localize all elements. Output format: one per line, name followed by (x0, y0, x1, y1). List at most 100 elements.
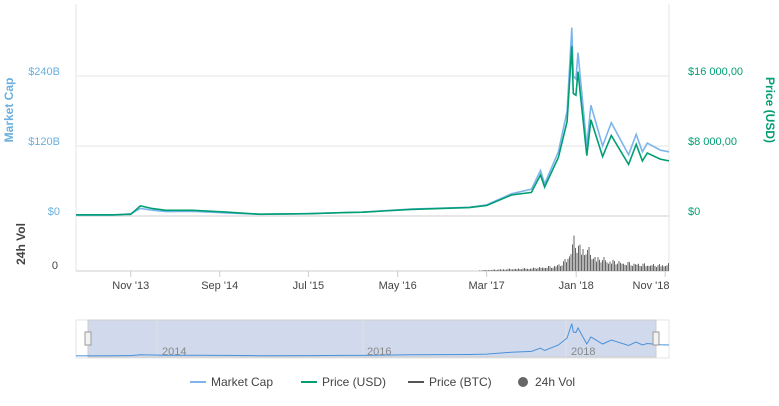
volume-bar (479, 271, 480, 272)
volume-bar (593, 259, 594, 271)
volume-bar (590, 255, 591, 271)
volume-bar (658, 265, 659, 271)
volume-bar (584, 255, 585, 271)
volume-bar (571, 254, 572, 271)
x-tick-label: Jul '15 (293, 280, 324, 292)
volume-bar (611, 264, 612, 271)
market-cap-tick-240b: $240B (28, 66, 60, 78)
x-tick-label: May '16 (379, 280, 417, 292)
volume-bar (554, 266, 555, 271)
volume-bar (565, 259, 566, 271)
volume-bar (502, 270, 503, 271)
volume-bar (512, 270, 513, 272)
volume-bar (551, 268, 552, 271)
volume-bar (632, 266, 633, 271)
navigator-label-2014: 2014 (162, 346, 186, 358)
legend-item-market-cap[interactable]: Market Cap (190, 375, 273, 389)
legend-item-price-btc[interactable]: Price (BTC) (408, 375, 492, 389)
volume-bar (604, 257, 605, 271)
volume-bar (484, 270, 485, 271)
volume-bar (533, 268, 534, 271)
volume-bar (668, 263, 669, 271)
market-cap-tick-0: $0 (48, 206, 60, 218)
x-tick-label: Jan '18 (559, 280, 594, 292)
navigator-handle-left[interactable] (85, 332, 91, 345)
volume-bar (620, 263, 621, 271)
volume-bar (499, 269, 500, 271)
volume-bar (608, 264, 609, 271)
volume-bar (646, 266, 647, 271)
volume-bar (650, 266, 651, 271)
volume-bar (532, 269, 533, 271)
volume-bar (667, 265, 668, 271)
navigator-handle-right[interactable] (653, 332, 659, 345)
volume-bar (659, 264, 660, 271)
volume-bar (637, 265, 638, 271)
volume-bar (649, 266, 650, 271)
volume-bar (547, 268, 548, 271)
volume-bar (490, 270, 491, 271)
volume-bar (548, 266, 549, 271)
volume-bar (581, 255, 582, 271)
volume-bar (589, 247, 590, 271)
legend: Market Cap Price (USD) Price (BTC) 24h V… (190, 375, 575, 389)
navigator-label-2016: 2016 (367, 346, 391, 358)
volume-bar (529, 269, 530, 271)
volume-bar (556, 267, 557, 272)
volume-bar (550, 266, 551, 271)
navigator-label-2018: 2018 (571, 346, 595, 358)
volume-bar (530, 269, 531, 271)
volume-bar (506, 270, 507, 271)
volume-bar (500, 269, 501, 271)
volume-bar (515, 269, 516, 271)
volume-bar (631, 265, 632, 271)
volume-bar (592, 259, 593, 271)
volume-bar (520, 269, 521, 271)
volume-bar (598, 257, 599, 271)
volume-bar (664, 266, 665, 271)
volume-bar (566, 262, 567, 271)
volume-bar (595, 257, 596, 271)
volume-bar (541, 268, 542, 271)
volume-bar (586, 254, 587, 271)
legend-item-volume[interactable]: 24h Vol (518, 375, 575, 389)
volume-bar (523, 269, 524, 271)
volume-bar (583, 249, 584, 271)
volume-bar (578, 246, 579, 271)
volume-bar (626, 265, 627, 271)
volume-bar (544, 268, 545, 271)
volume-bar (527, 269, 528, 271)
volume-bar (616, 265, 617, 272)
volume-bar (545, 268, 546, 271)
x-tick-label: Mar '17 (468, 280, 504, 292)
volume-bar (602, 260, 603, 271)
volume-bar (524, 268, 525, 271)
x-tick-label: Sep '14 (201, 280, 238, 292)
volume-bar (503, 269, 504, 271)
legend-market-cap-label: Market Cap (211, 375, 273, 389)
market-cap-tick-120b: $120B (28, 136, 60, 148)
volume-bar (493, 270, 494, 271)
volume-bar (653, 264, 654, 271)
volume-bar (641, 266, 642, 271)
volume-bar (491, 270, 492, 271)
volume-bar (559, 264, 560, 271)
volume-bar (662, 265, 663, 271)
price-tick-0: $0 (688, 206, 700, 218)
legend-item-price-usd[interactable]: Price (USD) (301, 375, 386, 389)
volume-bar (514, 269, 515, 271)
volume-bar (617, 264, 618, 271)
volume-bar (560, 266, 561, 271)
volume-bar (496, 270, 497, 271)
volume-bar (652, 265, 653, 271)
volume-bar (629, 262, 630, 271)
volume-bar (623, 264, 624, 271)
volume-bar (538, 268, 539, 271)
volume-bar (508, 269, 509, 271)
volume-series (479, 236, 669, 271)
volume-bar (518, 269, 519, 272)
volume-bar (661, 266, 662, 271)
volume-bar (635, 264, 636, 271)
volume-bar (542, 268, 543, 271)
